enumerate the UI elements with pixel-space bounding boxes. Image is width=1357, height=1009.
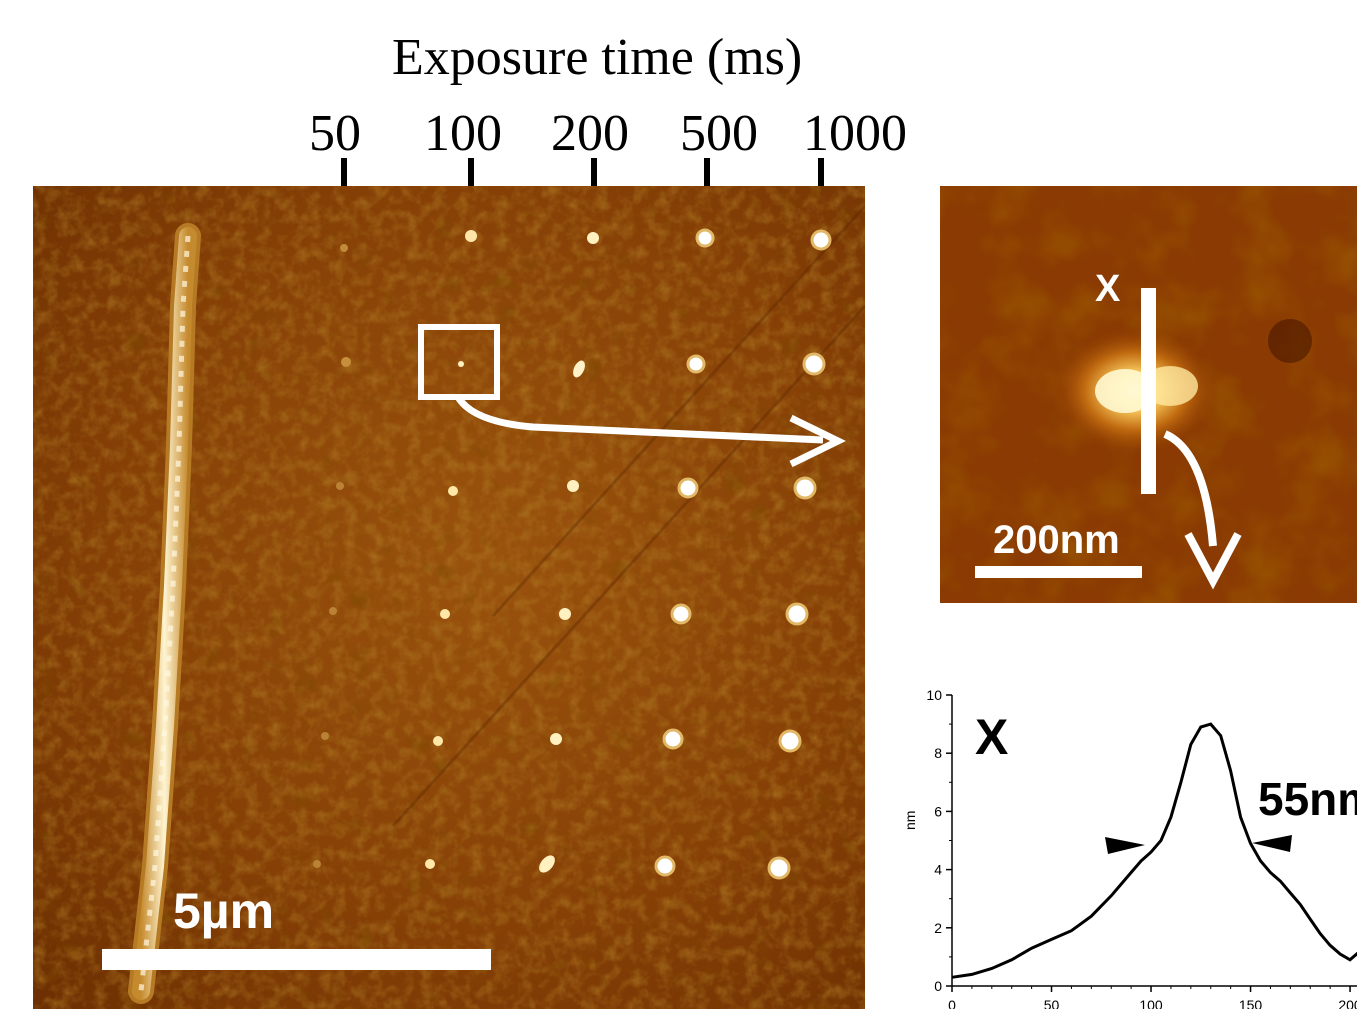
main-scale-bar bbox=[102, 949, 491, 970]
zoom-scale-bar-label: 200nm bbox=[993, 518, 1120, 562]
x-ticks: 0 50 100 150 200 bbox=[948, 986, 1357, 1009]
chart-axes bbox=[951, 695, 1357, 987]
exposure-label-50: 50 bbox=[309, 105, 361, 162]
x-tick-label: 50 bbox=[1044, 997, 1060, 1009]
fwhm-right-arrow-icon bbox=[1252, 835, 1292, 852]
zoom-arrow-icon bbox=[455, 395, 824, 444]
x-tick-label: 0 bbox=[948, 997, 956, 1009]
y-tick-label: 8 bbox=[934, 745, 942, 761]
x-tick-label: 100 bbox=[1139, 997, 1163, 1009]
y-tick-label: 4 bbox=[934, 862, 942, 878]
exposure-label-1000: 1000 bbox=[803, 105, 907, 162]
x-tick-label: 200 bbox=[1338, 997, 1357, 1009]
exposure-dot-grid bbox=[313, 228, 832, 880]
afm-main-image: 5µm bbox=[33, 186, 865, 1009]
profile-arrow-icon bbox=[1163, 430, 1217, 547]
exposure-label-200: 200 bbox=[551, 105, 629, 162]
y-ticks: 0 2 4 6 8 10 bbox=[926, 687, 952, 994]
main-scale-bar-label: 5µm bbox=[173, 883, 275, 939]
y-tick-label: 10 bbox=[926, 687, 942, 703]
y-tick-label: 2 bbox=[934, 920, 942, 936]
x-tick-label: 150 bbox=[1239, 997, 1263, 1009]
exposure-label-500: 500 bbox=[680, 105, 758, 162]
exposure-label-100: 100 bbox=[424, 105, 502, 162]
afm-zoom-image: X 200nm bbox=[940, 186, 1357, 603]
y-axis-label: nm bbox=[902, 810, 918, 830]
height-profile-chart: 0 2 4 6 8 10 0 50 100 150 200 X 55nm nm bbox=[900, 680, 1357, 1009]
fwhm-annotation: 55nm bbox=[1258, 773, 1357, 825]
y-tick-label: 0 bbox=[934, 978, 942, 994]
y-tick-label: 6 bbox=[934, 803, 942, 819]
profile-marker-label: X bbox=[1095, 268, 1121, 310]
zoom-scale-bar bbox=[975, 566, 1142, 578]
fwhm-left-arrow-icon bbox=[1105, 837, 1145, 854]
profile-series-line bbox=[951, 722, 1357, 979]
chart-panel-label: X bbox=[975, 709, 1009, 765]
exposure-time-title: Exposure time (ms) bbox=[392, 29, 803, 86]
profile-line bbox=[1141, 288, 1156, 494]
